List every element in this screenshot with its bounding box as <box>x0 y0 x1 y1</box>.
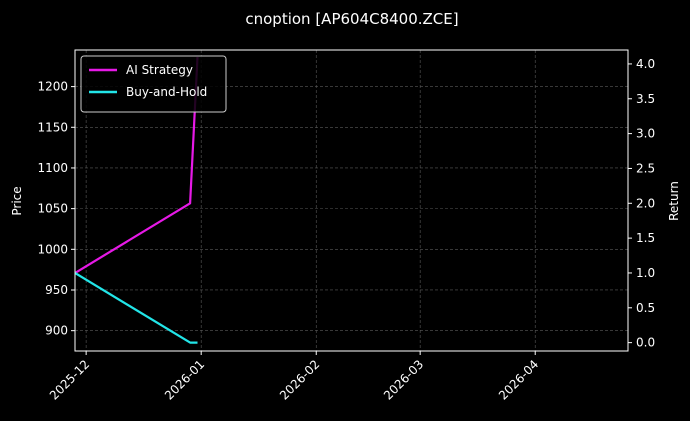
series-line-buy-and-hold <box>75 272 198 344</box>
y-right-tick-label: 3.0 <box>636 127 655 141</box>
y-tick-label: 1200 <box>37 80 68 94</box>
y-tick-label: 950 <box>45 283 68 297</box>
y-tick-label: 1100 <box>37 161 68 175</box>
y-axis-label-right: Return <box>667 181 681 221</box>
y-right-tick-label: 3.5 <box>636 92 655 106</box>
y-tick-label: 1000 <box>37 242 68 256</box>
y-right-tick-label: 2.5 <box>636 161 655 175</box>
y-right-tick-label: 1.5 <box>636 231 655 245</box>
y-right-tick-label: 1.0 <box>636 266 655 280</box>
plot-frame <box>74 49 629 352</box>
legend-label: Buy-and-Hold <box>126 85 207 99</box>
y-right-tick-label: 2.0 <box>636 196 655 210</box>
y-tick-label: 900 <box>45 324 68 338</box>
y-right-tick-label: 0.5 <box>636 301 655 315</box>
chart-title: cnoption [AP604C8400.ZCE] <box>245 10 458 28</box>
legend-box <box>80 55 227 113</box>
legend: AI Strategy Buy-and-Hold <box>80 55 227 113</box>
y-axis-label: Price <box>10 186 24 215</box>
y-tick-label: 1050 <box>37 202 68 216</box>
y-tick-label: 1150 <box>37 120 68 134</box>
y-right-tick-label: 0.0 <box>636 336 655 350</box>
legend-label: AI Strategy <box>126 63 193 77</box>
y-right-tick-label: 4.0 <box>636 57 655 71</box>
